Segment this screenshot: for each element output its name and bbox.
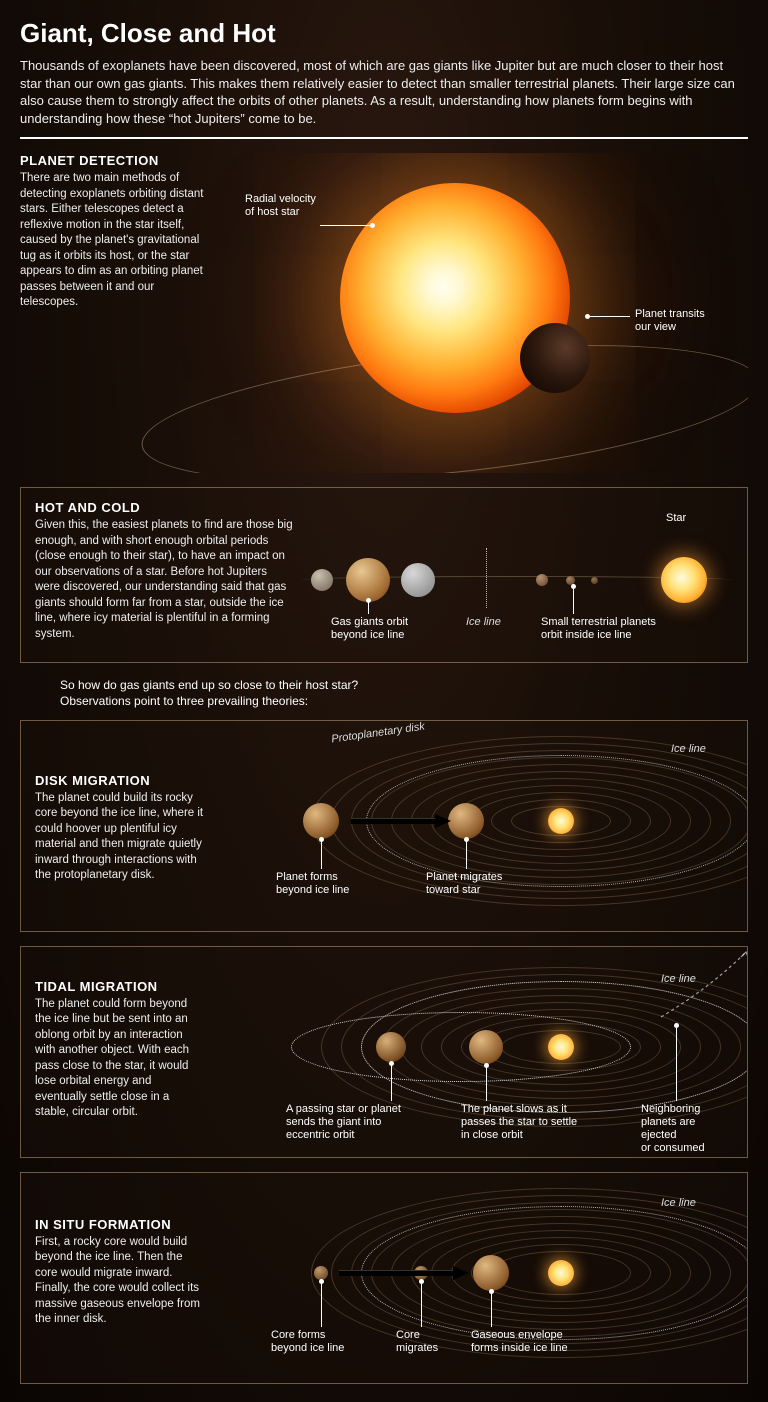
terr-leader [573,588,574,614]
panel-tidal-migration: TIDAL MIGRATION The planet could form be… [20,946,748,1158]
ice-line-marker [486,548,487,608]
insitu-title: IN SITU FORMATION [35,1217,205,1232]
radial-leader [320,225,370,226]
insitu-env-leader [491,1293,492,1327]
gas-giant-3 [401,563,435,597]
terr-dot [571,584,576,589]
insitu-core [314,1266,328,1280]
panel-hotcold: HOT AND COLD Given this, the easiest pla… [20,487,748,663]
tidal-s-dot [484,1063,489,1068]
insitu-envelope-label: Gaseous envelopeforms inside ice line [471,1329,568,1355]
disk-planet-start [303,803,339,839]
disk-title: DISK MIGRATION [35,773,205,788]
disk-forms-label: Planet formsbeyond ice line [276,871,349,897]
hotcold-body: Given this, the easiest planets to find … [35,518,295,642]
insitu-env-dot [489,1289,494,1294]
star-label: Star [666,512,686,525]
insitu-cm-dot [419,1279,424,1284]
panel-insitu: IN SITU FORMATION First, a rocky core wo… [20,1172,748,1384]
detection-title: PLANET DETECTION [20,153,205,168]
transiting-planet [520,323,590,393]
header-rule [20,137,748,139]
hotcold-stage: Star Gas giants orbitbeyond ice line Ice… [311,528,733,648]
disk-planet-end [448,803,484,839]
disk-iceline-label: Ice line [671,743,706,755]
insitu-cf-dot [319,1279,324,1284]
migration-arrow [351,814,451,828]
insitu-giant [473,1255,509,1291]
transit-label: Planet transitsour view [635,308,705,334]
tidal-p-leader [391,1065,392,1101]
tidal-e-dot [674,1023,679,1028]
insitu-cf-leader [321,1283,322,1327]
rocky-1 [536,574,548,586]
tidal-ejected-label: Neighboringplanets are ejectedor consume… [641,1103,733,1156]
theories-leadin: So how do gas giants end up so close to … [60,677,748,709]
insitu-coremig-label: Coremigrates [396,1329,438,1355]
tidal-slows-label: The planet slows as itpasses the star to… [461,1103,577,1143]
detection-body: There are two main methods of detecting … [20,171,205,311]
panel-detection: PLANET DETECTION There are two main meth… [20,153,748,473]
tidal-e-leader [676,1027,677,1101]
gas-giant-1 [311,569,333,591]
hotcold-title: HOT AND COLD [35,500,295,515]
gas-giants-label: Gas giants orbitbeyond ice line [331,616,408,642]
disk-forms-leader [321,841,322,869]
tidal-p-dot [389,1061,394,1066]
insitu-body: First, a rocky core would build beyond t… [35,1235,205,1328]
proto-label: Protoplanetary disk [331,720,426,745]
disk-forms-dot [319,837,324,842]
insitu-diagram: Ice line Core formsbeyond ice line Corem… [231,1183,733,1373]
intro-text: Thousands of exoplanets have been discov… [20,57,748,127]
disk-star [548,808,574,834]
ejection-arc [651,947,748,1027]
tidal-star [548,1034,574,1060]
panel-disk-migration: DISK MIGRATION The planet could build it… [20,720,748,932]
disk-diagram: Protoplanetary disk Ice line Planet form… [231,731,733,921]
transit-dot [585,314,590,319]
transit-leader [590,316,630,317]
tidal-diagram: Ice line A passing star or planetsends t… [231,957,733,1147]
insitu-iceline-label: Ice line [661,1197,696,1209]
tidal-passing-label: A passing star or planetsends the giant … [286,1103,401,1143]
disk-body: The planet could build its rocky core be… [35,791,205,884]
disk-mig-dot [464,837,469,842]
tidal-planet-2 [469,1030,503,1064]
tidal-iceline-label: Ice line [661,973,696,985]
tidal-s-leader [486,1067,487,1101]
gas-dot [366,598,371,603]
insitu-star [548,1260,574,1286]
insitu-cm-leader [421,1283,422,1327]
insitu-arrow [339,1266,469,1280]
eccentric-orbit [291,1012,631,1082]
tidal-planet-1 [376,1032,406,1062]
gas-leader [368,602,369,614]
tidal-title: TIDAL MIGRATION [35,979,205,994]
disk-mig-leader [466,841,467,869]
radial-label: Radial velocityof host star [245,193,316,219]
main-title: Giant, Close and Hot [20,18,748,49]
ice-line-label: Ice line [466,616,501,628]
gas-giant-2 [346,558,390,602]
insitu-coreforms-label: Core formsbeyond ice line [271,1329,344,1355]
tidal-body: The planet could form beyond the ice lin… [35,997,205,1121]
disk-migrates-label: Planet migratestoward star [426,871,502,897]
terrestrial-label: Small terrestrial planetsorbit inside ic… [541,616,656,642]
hotcold-star [661,557,707,603]
